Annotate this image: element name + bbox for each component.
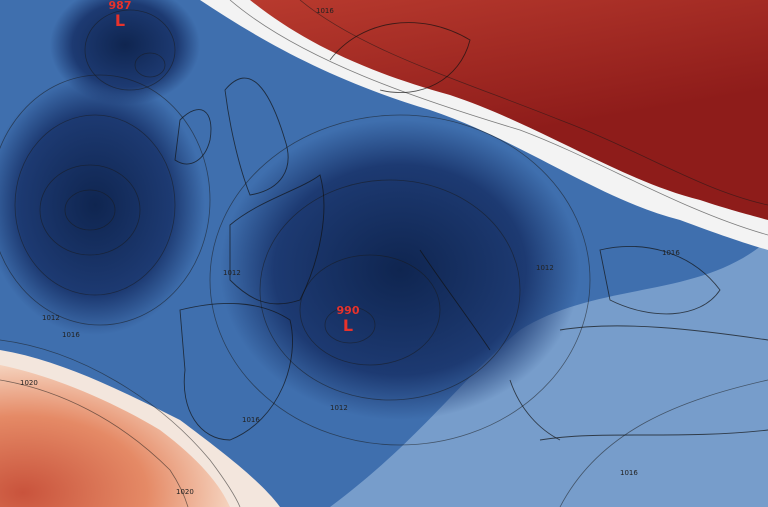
isobar-label: 1020	[176, 488, 194, 496]
warm-area-ne	[250, 0, 768, 220]
low-north	[50, 0, 200, 105]
isobar-label: 1016	[316, 7, 334, 15]
light-area	[330, 240, 768, 507]
low-symbol: L	[115, 11, 125, 30]
isobar-label: 1016	[662, 249, 680, 257]
isobar-label: 1012	[42, 314, 60, 322]
isobar-label: 1020	[20, 379, 38, 387]
warm-area-sw	[0, 365, 230, 507]
low-central	[220, 120, 580, 420]
isobar-label: 1012	[330, 404, 348, 412]
coastlines	[174, 22, 768, 441]
low-pressure: 990	[337, 304, 360, 317]
low-symbol: L	[343, 316, 353, 335]
low-pressure: 987	[109, 0, 132, 12]
isobar-label: 1012	[536, 264, 554, 272]
isobar-label: 1012	[223, 269, 241, 277]
isobar-label: 1016	[242, 416, 260, 424]
isobar-label: 1016	[62, 331, 80, 339]
low-atlantic	[0, 75, 205, 335]
isobar-label: 1016	[620, 469, 638, 477]
